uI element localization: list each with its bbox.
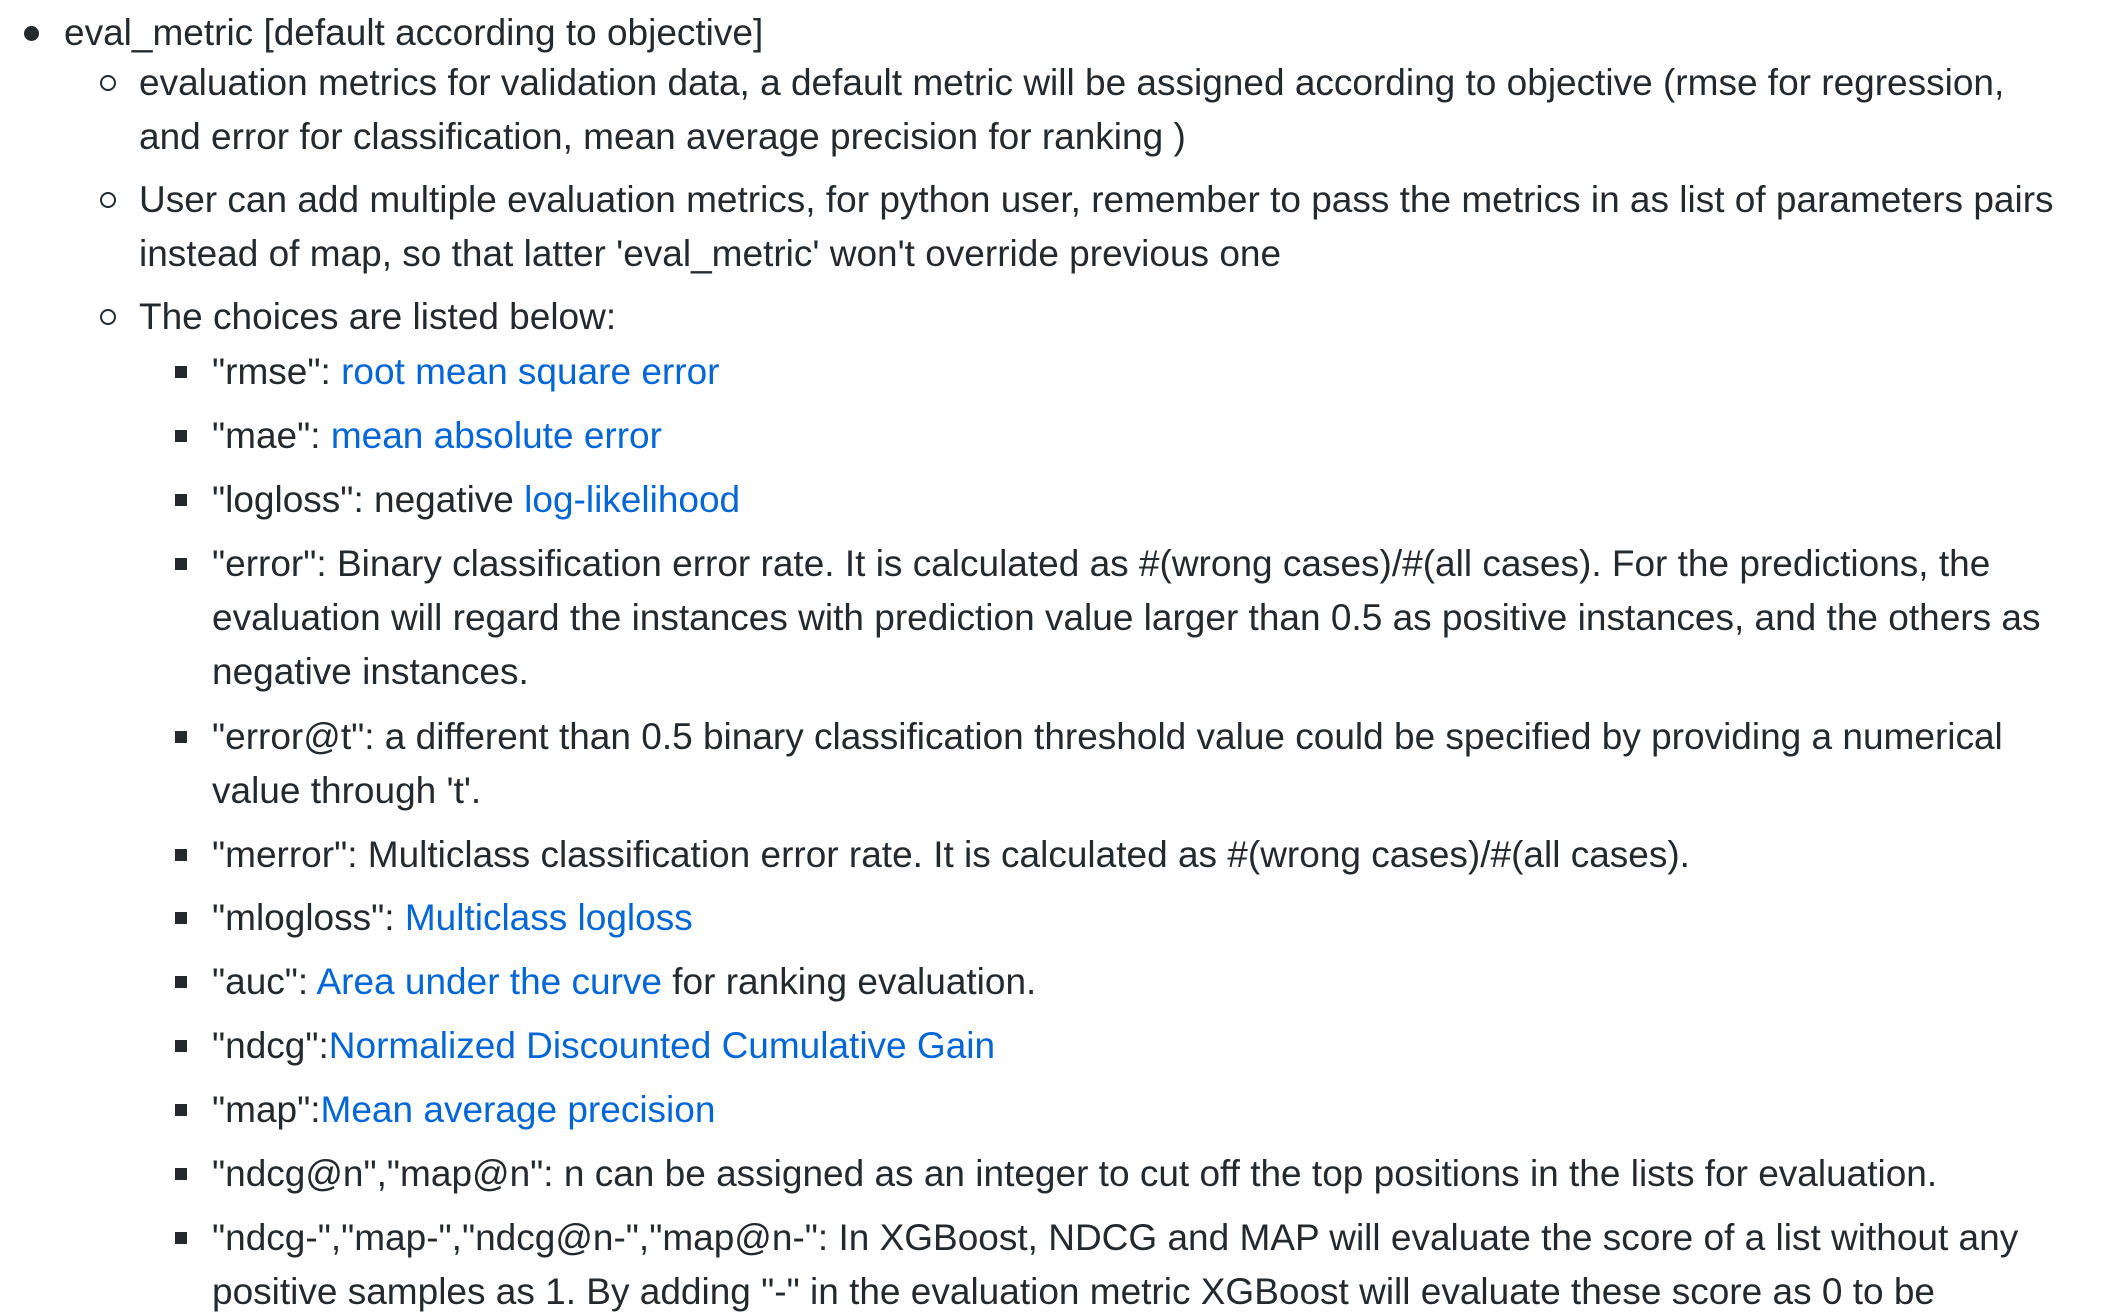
bullet-square-icon — [175, 1040, 187, 1052]
bullet-square-icon — [175, 558, 187, 570]
choice-error-line-1: "error": Binary classification error rat… — [212, 543, 1991, 584]
bullet-disc-icon — [24, 26, 39, 41]
choice-merror: "merror": Multiclass classification erro… — [212, 834, 1690, 875]
link-mean-average-precision[interactable]: Mean average precision — [320, 1089, 716, 1130]
choice-error-line-3: negative instances. — [212, 651, 529, 692]
bullet-square-icon — [175, 430, 187, 442]
choice-error-at-t-line-1: "error@t": a different than 0.5 binary c… — [212, 716, 2003, 757]
bullet-square-icon — [175, 494, 187, 506]
link-multiclass-logloss[interactable]: Multiclass logloss — [404, 897, 693, 938]
bullet-circle-icon — [100, 75, 116, 91]
sub-item-2-line-2: instead of map, so that latter 'eval_met… — [139, 233, 1282, 274]
sub-item-1-line-1: evaluation metrics for validation data, … — [139, 62, 2005, 103]
bullet-square-icon — [175, 912, 187, 924]
sub-item-1-line-2: and error for classification, mean avera… — [139, 116, 1186, 157]
link-area-under-the-curve[interactable]: Area under the curve — [316, 961, 662, 1002]
bullet-square-icon — [175, 1168, 187, 1180]
bullet-square-icon — [175, 731, 187, 743]
choice-rmse: "rmse": root mean square error — [212, 345, 719, 399]
bullet-square-icon — [175, 1104, 187, 1116]
link-log-likelihood[interactable]: log-likelihood — [524, 479, 741, 520]
choice-ndcg-minus-line-2: positive samples as 1. By adding "-" in … — [212, 1271, 1935, 1312]
choice-mlogloss: "mlogloss": Multiclass logloss — [212, 891, 693, 945]
choice-ndcg-at-n: "ndcg@n","map@n": n can be assigned as a… — [212, 1153, 1938, 1194]
choice-ndcg: "ndcg":Normalized Discounted Cumulative … — [212, 1019, 995, 1073]
bullet-square-icon — [175, 976, 187, 988]
choice-auc: "auc": Area under the curve for ranking … — [212, 955, 1036, 1009]
bullet-circle-icon — [100, 192, 116, 208]
choice-mlogloss-key: "mlogloss": — [212, 897, 405, 938]
choice-logloss-key: "logloss": negative — [212, 479, 525, 520]
choice-mae: "mae": mean absolute error — [212, 409, 662, 463]
sub-item-3-line-1: The choices are listed below: — [139, 296, 617, 337]
sub-item-2-line-1: User can add multiple evaluation metrics… — [139, 179, 2054, 220]
choice-error-at-t-line-2: value through 't'. — [212, 770, 482, 811]
choice-logloss: "logloss": negative log-likelihood — [212, 473, 740, 527]
bullet-square-icon — [175, 366, 187, 378]
choice-mae-key: "mae": — [212, 415, 331, 456]
choice-auc-key: "auc": — [212, 961, 317, 1002]
link-root-mean-square-error[interactable]: root mean square error — [341, 351, 720, 392]
bullet-circle-icon — [100, 309, 116, 325]
choice-map-key: "map": — [212, 1089, 321, 1130]
choice-error-line-2: evaluation will regard the instances wit… — [212, 597, 2041, 638]
link-normalized-discounted-cumulative-gain[interactable]: Normalized Discounted Cumulative Gain — [328, 1025, 996, 1066]
choice-auc-after: for ranking evaluation. — [662, 961, 1037, 1002]
choice-rmse-key: "rmse": — [212, 351, 342, 392]
choice-map: "map":Mean average precision — [212, 1083, 715, 1137]
link-mean-absolute-error[interactable]: mean absolute error — [330, 415, 662, 456]
choice-ndcg-minus-line-1: "ndcg-","map-","ndcg@n-","map@n-": In XG… — [212, 1217, 2019, 1258]
choice-ndcg-key: "ndcg": — [212, 1025, 329, 1066]
param-title: eval_metric [default according to object… — [64, 12, 764, 53]
bullet-square-icon — [175, 849, 187, 861]
bullet-square-icon — [175, 1232, 187, 1244]
